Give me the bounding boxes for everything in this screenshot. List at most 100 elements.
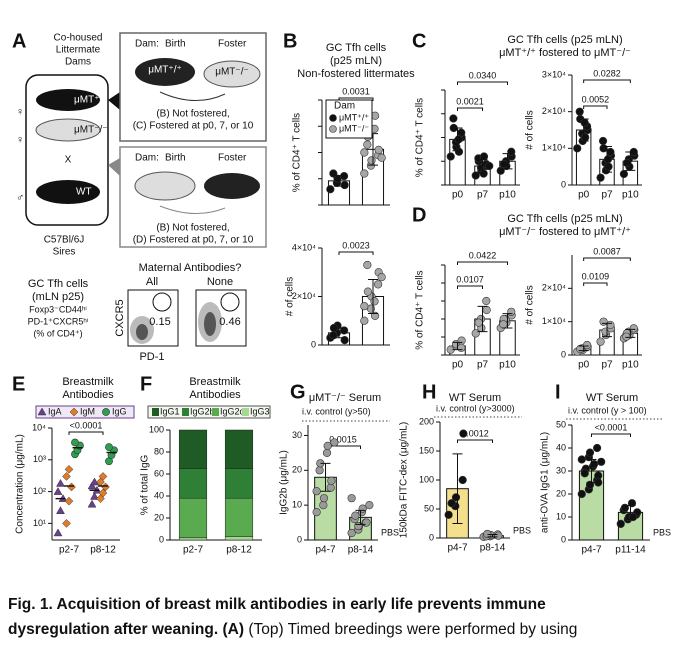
panel-label: E — [12, 373, 25, 395]
x-tick-label: p0 — [452, 190, 464, 201]
panel-label: I — [555, 381, 561, 403]
marker — [62, 472, 71, 481]
panel-label: H — [422, 381, 436, 403]
panel-label: B — [283, 30, 297, 52]
data-point — [360, 302, 369, 311]
y-tick-label: 10³ — [33, 454, 46, 464]
arrow — [159, 205, 226, 215]
dams-text: Co-housed — [54, 33, 103, 44]
marker — [90, 477, 99, 486]
significance-bracket — [583, 282, 608, 286]
chart-title: GC Tfh cells (p25 mLN) — [507, 213, 622, 225]
data-point — [326, 185, 335, 194]
chart-title: Breastmilk — [189, 376, 241, 388]
p-value: 0.0107 — [456, 274, 484, 284]
chart-title: μMT⁺/⁺ fostered to μMT⁻/⁻ — [499, 47, 631, 59]
error-bar — [334, 175, 344, 187]
sex: ♂ — [16, 192, 24, 204]
y-tick-label: 10¹ — [33, 518, 46, 528]
data-point — [322, 448, 332, 457]
data-point — [360, 316, 369, 325]
legend-swatch — [212, 408, 219, 416]
data-point — [596, 173, 605, 182]
flow-value: 0.15 — [149, 316, 170, 328]
p-value: 0.0282 — [593, 68, 621, 78]
mouse — [134, 171, 196, 201]
legend-label: IgM — [80, 406, 95, 416]
data-point — [479, 152, 489, 161]
marker — [105, 443, 113, 452]
bar-segment — [224, 536, 254, 541]
error-bar — [625, 328, 636, 338]
data-point — [458, 475, 467, 485]
data-point — [507, 307, 516, 316]
y-tick-label: 0 — [561, 179, 566, 189]
contour — [136, 324, 148, 340]
flow-value: 0.46 — [219, 316, 240, 328]
x-tick-label: p10 — [622, 360, 639, 371]
flow-group: None — [207, 276, 233, 288]
mouse — [135, 58, 195, 86]
data-point — [580, 469, 589, 478]
caption-panel: (A) — [222, 621, 244, 638]
marker — [64, 465, 74, 474]
birth-text: Birth — [165, 39, 186, 50]
data-point — [482, 296, 491, 306]
error-bar — [586, 459, 597, 483]
x-tick-label: p4-7 — [447, 543, 467, 554]
flow-axis: CXCR5 — [114, 299, 126, 336]
mouse-label: μMT⁻/⁻ — [74, 125, 108, 136]
panel-label: C — [412, 30, 426, 52]
foster-text: Foster — [218, 39, 247, 50]
marker — [102, 408, 110, 416]
chart-title: μMT⁻/⁻ fostered to μMT⁺/⁺ — [499, 226, 631, 238]
y-tick-label: 10⁴ — [32, 422, 46, 432]
p-value: 0.0109 — [582, 271, 610, 281]
bar-segment — [178, 497, 208, 539]
data-point — [575, 107, 584, 116]
y-tick-label: 10² — [33, 486, 46, 496]
data-point — [593, 443, 602, 453]
sires-text: Sires — [53, 247, 76, 258]
x-tick-label: p0 — [452, 360, 464, 371]
data-point — [619, 169, 629, 179]
pointer — [108, 158, 120, 176]
error-bar — [578, 345, 589, 352]
data-point — [363, 140, 372, 149]
mouse — [204, 173, 260, 199]
data-point — [459, 429, 468, 438]
data-point — [581, 133, 590, 142]
data-point — [454, 147, 464, 156]
gating-text: (mLN p25) — [32, 291, 84, 303]
data-point — [616, 519, 625, 529]
sex: ♀ — [16, 106, 24, 118]
data-point — [499, 160, 508, 169]
data-point — [370, 311, 380, 321]
p-value: <0.0001 — [70, 420, 103, 430]
legend-label: IgG3 — [250, 406, 270, 416]
bar-segment — [224, 497, 254, 537]
legend-label: IgG2b — [190, 406, 215, 416]
y-tick-label: 3×10⁴ — [542, 69, 566, 79]
y-tick-label: 4×10⁴ — [292, 242, 316, 252]
marker — [98, 472, 108, 481]
data-point — [373, 280, 383, 289]
x-tick-label: p0 — [578, 360, 590, 371]
error-bar — [452, 341, 463, 351]
bar-segment — [224, 429, 254, 469]
significance-bracket — [457, 261, 508, 265]
data-point — [312, 508, 321, 517]
error-bar — [355, 509, 366, 525]
data-point — [599, 317, 608, 326]
bar-segment — [178, 537, 208, 541]
mouse — [35, 118, 101, 142]
data-point — [340, 180, 349, 190]
gating-text: (% of CD4⁺) — [33, 328, 82, 338]
data-point — [479, 169, 488, 178]
legend-label: μMT⁺/⁺ — [339, 112, 369, 122]
legend-box — [147, 405, 271, 419]
data-point — [474, 318, 483, 327]
x-tick-label: p10 — [499, 190, 516, 201]
significance-bracket — [457, 81, 508, 85]
gating-text: GC Tfh cells — [28, 278, 89, 290]
